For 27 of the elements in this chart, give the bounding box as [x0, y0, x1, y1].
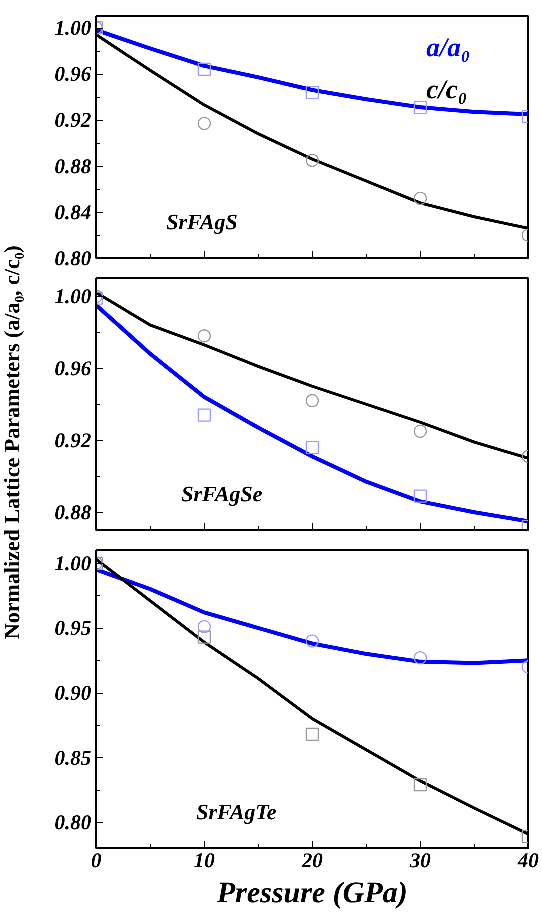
y-tick-label: 0.95 [54, 616, 92, 640]
y-tick-label: 0.80 [54, 810, 92, 835]
y-tick-label: 0.85 [54, 746, 92, 770]
y-tick-label: 0.80 [54, 246, 92, 270]
y-tick-label: 1.00 [54, 551, 92, 576]
y-tick-label: 0.88 [54, 500, 92, 524]
y-tick-label: 0.92 [54, 428, 92, 452]
x-axis-title: Pressure (GPa) [216, 876, 408, 910]
y-tick-label: 1.00 [54, 284, 92, 308]
annotation: SrFAgSe [182, 482, 263, 506]
text: c/c₀ [426, 74, 468, 104]
x-tick-label: 40 [517, 848, 540, 872]
series-label: a/a₀ [426, 32, 470, 62]
x-tick-label: 0 [91, 848, 102, 872]
x-tick-label: 20 [301, 848, 324, 872]
y-tick-label: 0.90 [54, 681, 92, 706]
annotation: SrFAgTe [196, 800, 278, 824]
y-tick-label: 0.96 [54, 62, 92, 86]
y-tick-label: 0.88 [54, 154, 92, 178]
y-tick-label: 1.00 [54, 16, 92, 40]
y-tick-label: 0.84 [54, 200, 92, 224]
x-tick-label: 30 [409, 848, 432, 872]
y-axis-title: Normalized Lattice Parameters (a/a₀, c/c₀) [0, 246, 24, 640]
y-tick-label: 0.92 [54, 108, 92, 132]
annotation: SrFAgS [166, 210, 238, 234]
x-tick-label: 10 [194, 848, 216, 872]
y-tick-label: 0.96 [54, 356, 92, 380]
